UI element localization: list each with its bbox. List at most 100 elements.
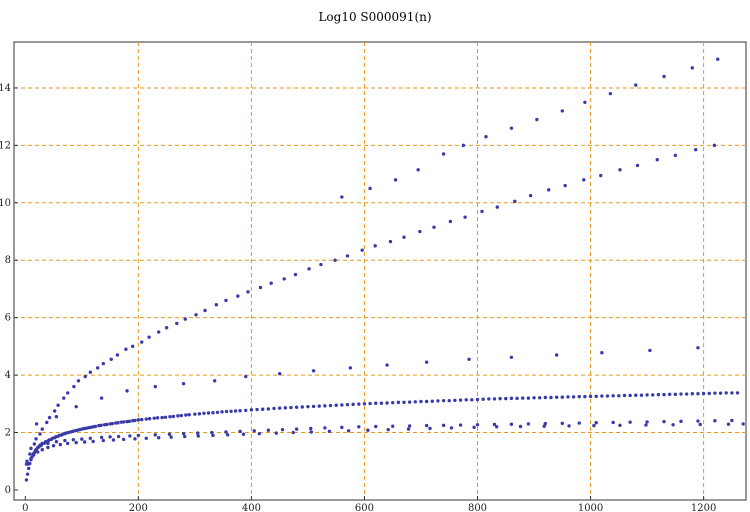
data-point: [75, 428, 80, 432]
data-point: [655, 158, 659, 162]
data-point: [95, 366, 100, 370]
data-point: [447, 398, 451, 403]
data-point: [407, 400, 412, 404]
data-point: [238, 408, 242, 413]
data-point: [311, 369, 316, 373]
data-point: [121, 420, 126, 424]
data-point: [54, 415, 59, 419]
data-point: [340, 195, 344, 199]
data-point: [196, 434, 200, 438]
data-point: [549, 395, 553, 400]
data-point: [467, 357, 471, 361]
data-point: [294, 427, 299, 431]
data-point: [29, 456, 33, 461]
data-point: [690, 392, 695, 396]
data-point: [453, 398, 457, 403]
data-point: [346, 429, 351, 433]
data-point: [46, 445, 50, 450]
data-point: [42, 441, 47, 445]
data-point: [319, 262, 323, 267]
data-point: [244, 374, 248, 379]
data-point: [495, 425, 499, 429]
x-tick-label: 400: [242, 503, 261, 512]
data-point: [628, 393, 632, 398]
data-point: [366, 428, 370, 432]
data-point: [611, 420, 615, 425]
data-point: [673, 392, 678, 397]
data-point: [74, 404, 78, 409]
data-point: [136, 418, 141, 422]
data-point: [317, 404, 321, 408]
data-point: [163, 415, 168, 420]
data-point: [571, 395, 576, 399]
data-point: [441, 398, 446, 403]
data-point: [373, 244, 377, 248]
data-point: [49, 437, 54, 442]
data-point: [645, 393, 649, 397]
data-point: [266, 407, 271, 411]
data-point: [99, 435, 104, 440]
data-point: [32, 453, 36, 457]
data-point: [543, 421, 548, 426]
data-point: [611, 394, 615, 398]
data-point: [693, 147, 698, 152]
data-point: [526, 396, 531, 400]
data-point: [147, 417, 152, 421]
data-point: [635, 163, 640, 168]
data-point: [52, 409, 57, 413]
data-point: [62, 396, 66, 400]
data-point: [244, 408, 248, 413]
data-point: [656, 392, 661, 397]
data-point: [108, 435, 112, 439]
data-point: [39, 443, 43, 448]
data-point: [63, 438, 67, 443]
data-point: [475, 423, 480, 427]
data-point: [618, 168, 622, 172]
data-point: [255, 407, 259, 412]
data-point: [741, 422, 745, 426]
data-point: [169, 435, 173, 439]
data-point: [168, 415, 172, 419]
data-point: [679, 392, 683, 396]
data-point: [492, 422, 497, 427]
data-point: [696, 346, 700, 350]
data-point: [210, 430, 214, 435]
data-point: [294, 405, 299, 409]
data-point: [328, 403, 333, 408]
data-point: [735, 391, 740, 395]
data-point: [542, 424, 546, 428]
data-point: [40, 427, 44, 431]
data-point: [713, 391, 717, 395]
data-point: [194, 313, 198, 317]
data-point: [432, 225, 436, 229]
data-point: [116, 434, 121, 439]
data-point: [509, 422, 514, 426]
data-point: [386, 427, 390, 432]
data-point: [393, 178, 398, 182]
data-point: [175, 321, 179, 326]
data-point: [458, 398, 463, 402]
data-point: [563, 183, 567, 188]
data-point: [181, 431, 186, 436]
data-point: [323, 426, 327, 430]
data-point: [36, 450, 40, 454]
x-tick-label: 600: [355, 503, 374, 512]
data-point: [385, 363, 389, 367]
data-point: [225, 433, 230, 437]
data-point: [617, 394, 621, 398]
data-point: [388, 239, 393, 244]
data-point: [179, 413, 184, 418]
data-point: [197, 412, 202, 416]
data-point: [115, 353, 120, 357]
data-point: [566, 395, 570, 399]
data-point: [215, 410, 220, 415]
data-point: [334, 403, 338, 407]
data-point: [160, 415, 164, 420]
data-point: [24, 478, 29, 482]
data-point: [345, 402, 350, 407]
data-point: [124, 347, 128, 351]
data-point: [202, 411, 206, 415]
data-point: [26, 466, 31, 471]
data-point: [203, 308, 207, 313]
data-point: [257, 431, 262, 436]
